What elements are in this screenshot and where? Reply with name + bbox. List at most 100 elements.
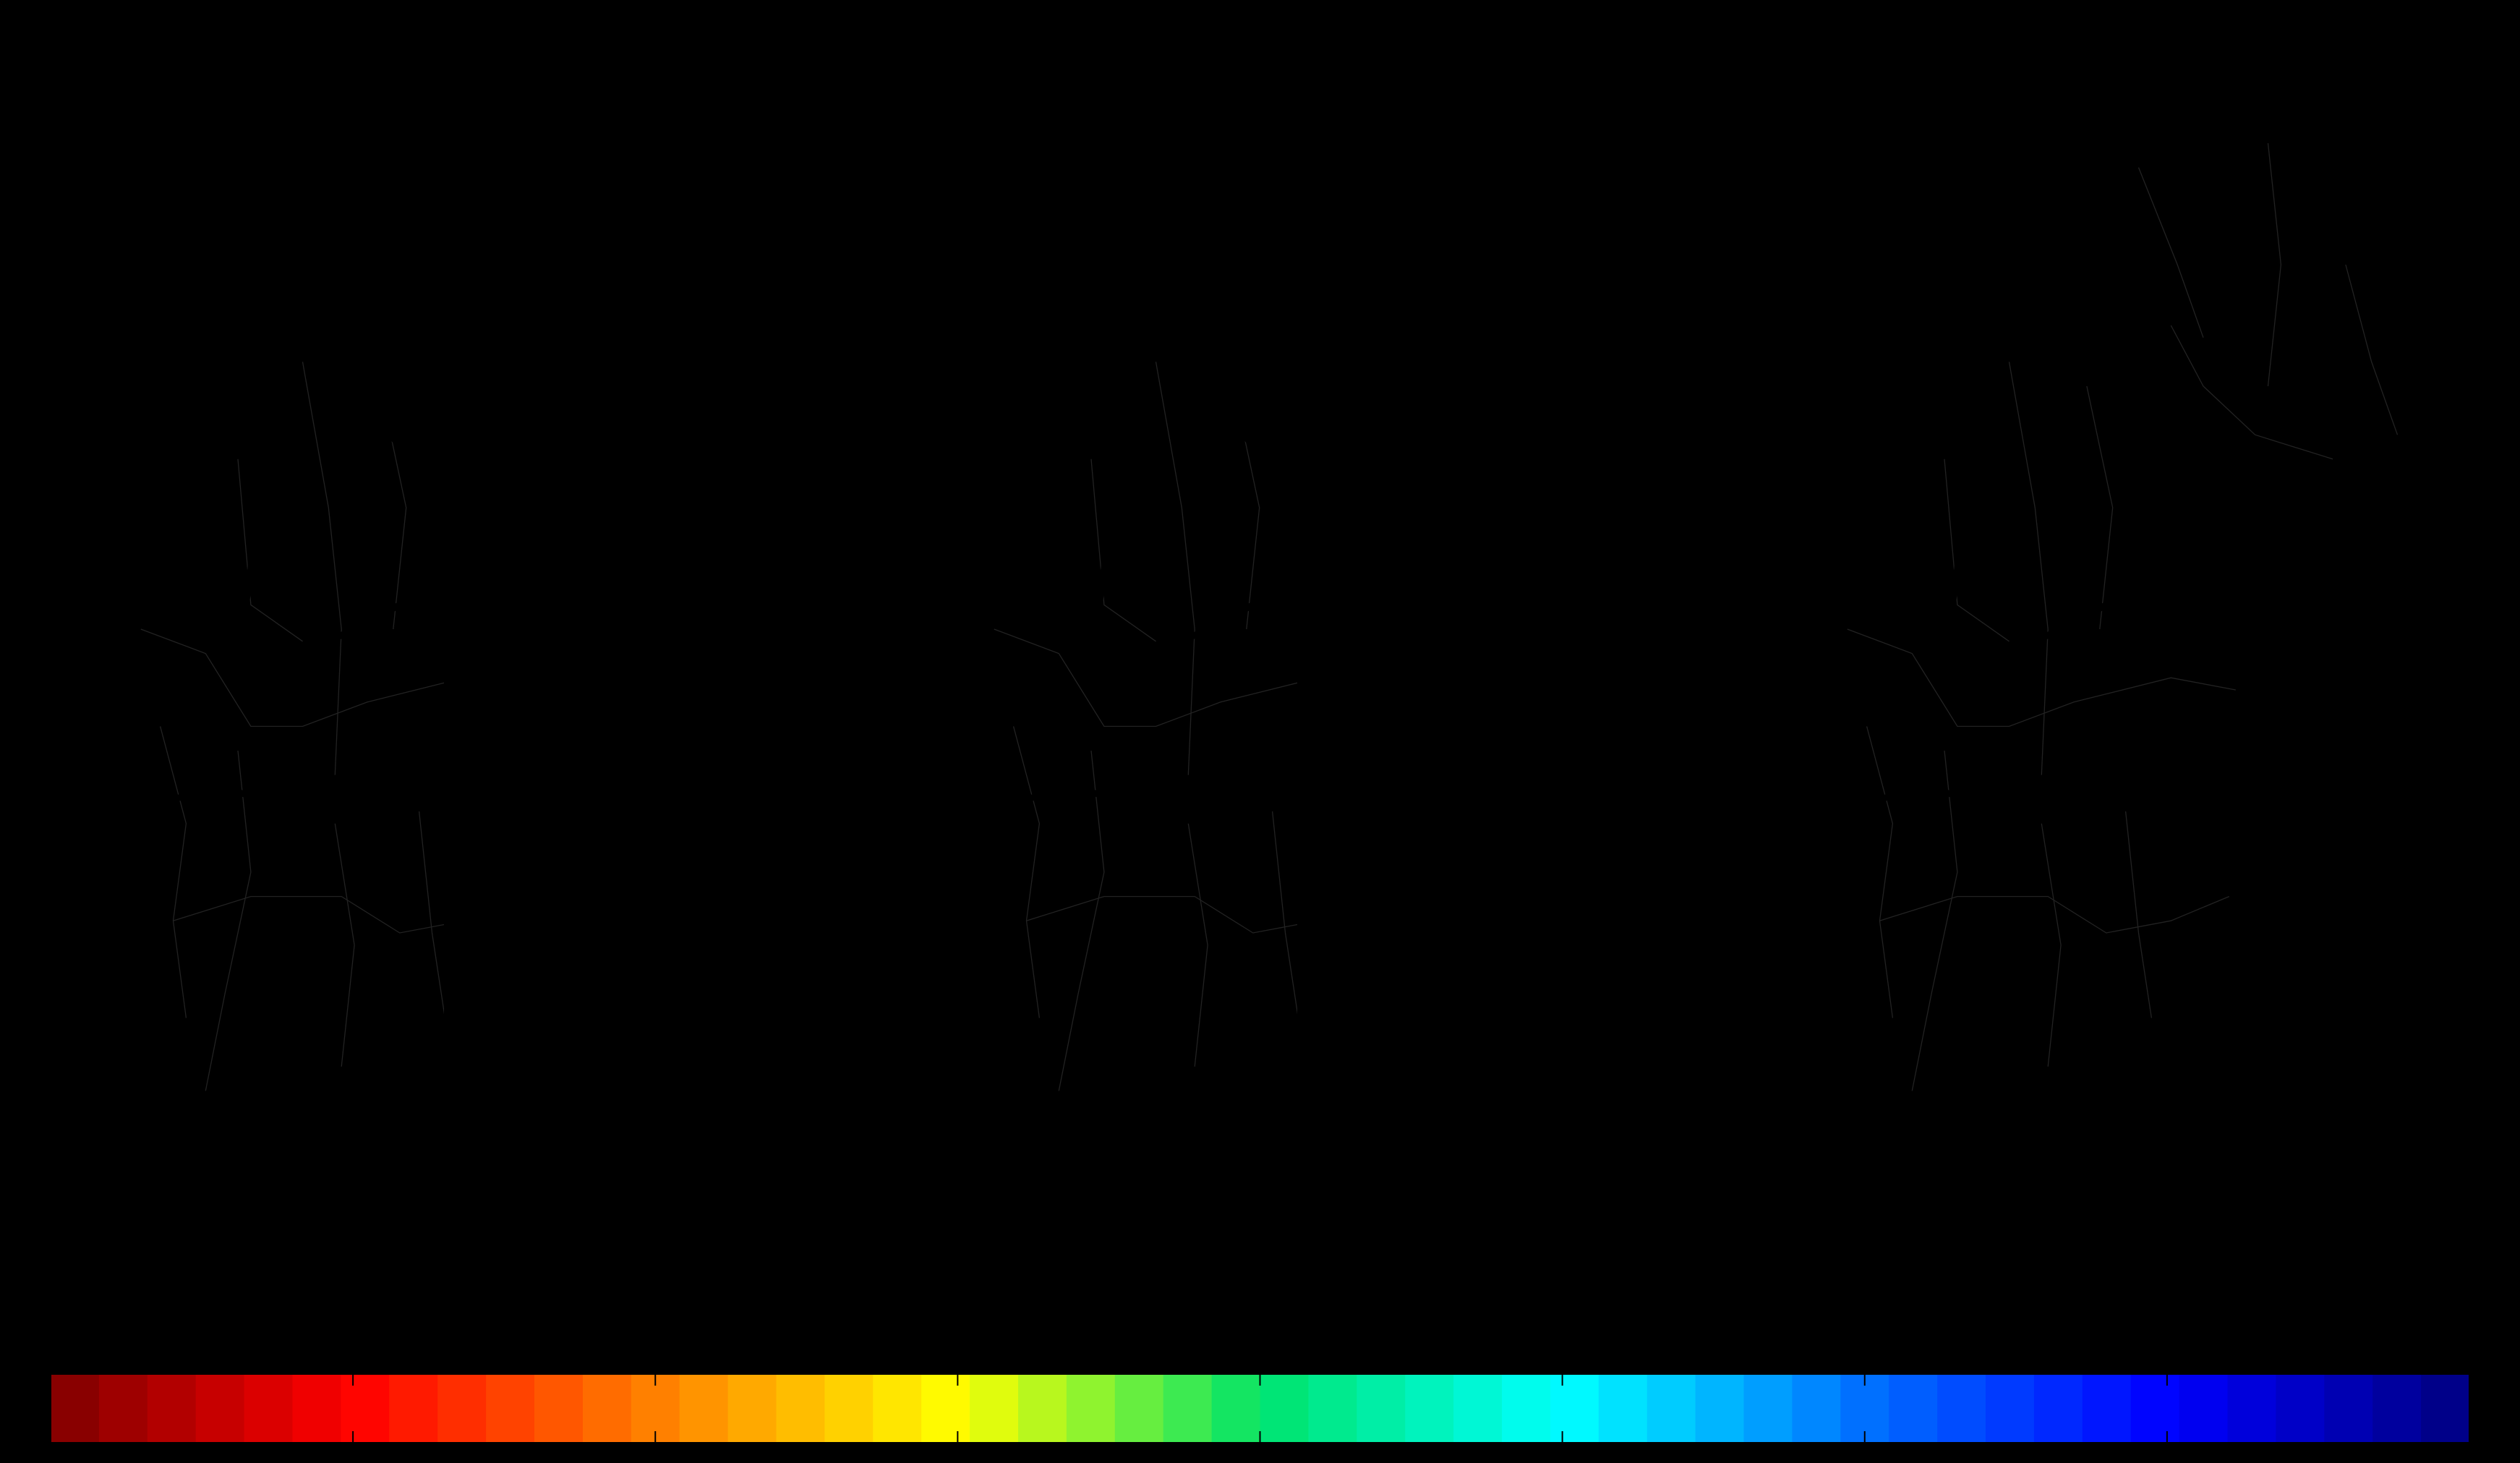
lon-tick-label: 105oE [69, 1250, 148, 1285]
province-boundary [1271, 811, 1299, 1018]
colorbar-swatch [292, 1374, 341, 1443]
lon-tick-label: 125oE [1440, 1250, 1519, 1285]
lon-tick-label: 125oE [587, 1250, 665, 1285]
province-boundary [159, 726, 187, 1018]
colorbar-swatch [1937, 1374, 1986, 1443]
province-boundary [418, 811, 446, 1018]
colorbar-swatch [2324, 1374, 2373, 1443]
lat-tick-label: 24oN [1741, 975, 1805, 1010]
province-boundary [1187, 823, 1208, 1067]
colorbar-swatch [2372, 1374, 2422, 1443]
colorbar-swatch [1598, 1374, 1648, 1443]
colorbar-swatch [2130, 1374, 2180, 1443]
colorbar-swatch [582, 1374, 632, 1443]
colorbar-swatch [1889, 1374, 1938, 1443]
province-boundary [2008, 362, 2049, 775]
colorbar-swatch [1308, 1374, 1357, 1443]
colorbar-swatch [970, 1374, 1019, 1443]
lon-tick-label: 120oE [1311, 1250, 1389, 1285]
colorbar-label: -0.4 [28, 1333, 73, 1362]
colorbar-swatch [2227, 1374, 2276, 1443]
colorbar-swatch [1792, 1374, 1841, 1443]
lon-tick-label: 130oE [2423, 1250, 2501, 1285]
province-boundary [2124, 811, 2153, 1018]
colorbar-swatch [1646, 1374, 1696, 1443]
yellow-river-line [958, 443, 1321, 657]
colorbar-label: -0.3 [330, 1333, 375, 1362]
lon-tick-label: 115oE [330, 1250, 406, 1285]
colorbar-swatch [147, 1374, 197, 1443]
colorbar-swatch [776, 1374, 825, 1443]
colorbar-label: 0 [1252, 1333, 1267, 1362]
lon-tick-label: 110oE [200, 1250, 276, 1285]
colorbar-label: 0.2 [1847, 1333, 1883, 1362]
yangtze-river-line [1811, 747, 2252, 840]
lat-tick-label: 32oN [888, 732, 952, 767]
colorbar-swatch [98, 1374, 148, 1443]
yellow-river-line [105, 443, 468, 657]
colorbar-swatch [921, 1374, 970, 1443]
province-boundary [1058, 750, 1105, 1091]
province-boundary [1090, 458, 1156, 642]
colorbar-swatch [1066, 1374, 1116, 1443]
colorbar-swatch [1986, 1374, 2035, 1443]
lat-tick-label: 24oN [35, 975, 98, 1010]
province-boundary [1155, 362, 1195, 775]
province-boundary [2137, 167, 2204, 338]
colorbar-swatch [679, 1374, 729, 1443]
lon-tick-label: 115oE [2036, 1250, 2112, 1285]
colorbar-swatch [1357, 1374, 1406, 1443]
province-boundary [205, 750, 252, 1091]
lat-tick-label: 40oN [1741, 489, 1805, 524]
colorbar-swatch [2179, 1374, 2229, 1443]
colorbar-label: -0.1 [935, 1333, 980, 1362]
lat-tick-label: 40oN [888, 489, 952, 524]
province-boundary [1911, 750, 1958, 1091]
panel-3-overlay [1815, 22, 2462, 1237]
colorbar-swatch [1405, 1374, 1454, 1443]
lat-tick-label: 40oN [35, 489, 98, 524]
lon-tick-label: 130oE [1570, 1250, 1648, 1285]
colorbar-swatch [2082, 1374, 2132, 1443]
province-boundary [2170, 325, 2333, 460]
colorbar-swatch [437, 1374, 487, 1443]
colorbar-swatch [1743, 1374, 1793, 1443]
colorbar-swatch [727, 1374, 777, 1443]
province-boundary [2267, 142, 2282, 387]
lon-tick-label: 120oE [2164, 1250, 2242, 1285]
yellow-river-line [1811, 443, 2174, 657]
colorbar-swatch [1695, 1374, 1745, 1443]
colorbar-swatch [873, 1374, 922, 1443]
colorbar-swatch [1453, 1374, 1503, 1443]
colorbar-swatch [1550, 1374, 1599, 1443]
lat-tick-label: 48oN [35, 246, 98, 281]
colorbar-label: -0.2 [633, 1333, 678, 1362]
province-boundary [237, 458, 303, 642]
colorbar-label: 0.3 [2149, 1333, 2185, 1362]
colorbar-swatch [51, 1374, 100, 1443]
province-boundary [1879, 895, 2230, 934]
lon-tick-label: 105oE [1776, 1250, 1854, 1285]
map-overlays [108, 22, 2462, 1237]
colorbar-swatch [1018, 1374, 1067, 1443]
coastline [2229, 963, 2262, 1067]
province-boundary [1847, 628, 2236, 728]
colorbar-swatch [341, 1374, 390, 1443]
province-boundary [1866, 726, 1894, 1018]
colorbar-swatch [1114, 1374, 1164, 1443]
lon-tick-label: 110oE [1054, 1250, 1129, 1285]
lon-tick-label: 125oE [2294, 1250, 2372, 1285]
colorbar-swatch [534, 1374, 584, 1443]
lat-tick-label: 24oN [888, 975, 952, 1010]
province-boundary [1944, 458, 2009, 642]
province-boundary [334, 823, 355, 1067]
lat-tick-label: 32oN [35, 732, 98, 767]
lon-tick-label: 105oE [923, 1250, 1001, 1285]
colorbar-swatch [824, 1374, 874, 1443]
province-boundary [2041, 823, 2062, 1067]
lat-tick-label: 48oN [1741, 246, 1805, 281]
axes-frame [1814, 20, 2464, 1238]
province-boundary [302, 362, 342, 775]
lat-tick-label: 48oN [888, 246, 952, 281]
